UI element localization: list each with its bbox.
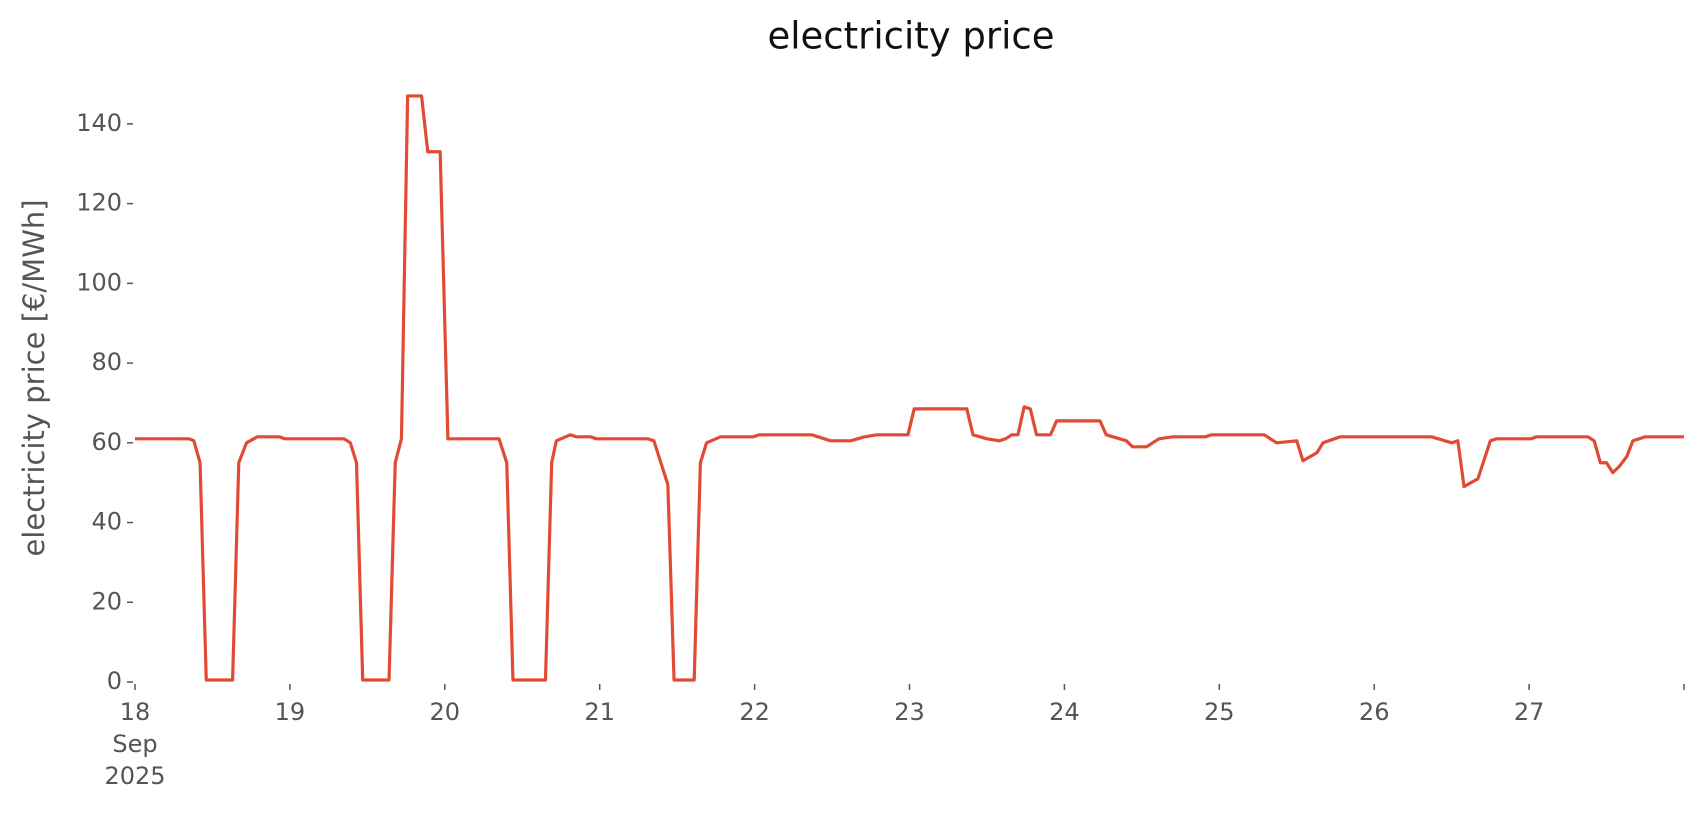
x-tick-label: 21 — [584, 698, 615, 726]
price-line — [135, 94, 1684, 682]
x-tick-label: 19 — [275, 698, 306, 726]
x-tick-label: 18 — [120, 698, 151, 726]
x-tick-label: 20 — [430, 698, 461, 726]
x-tick-label: 22 — [739, 698, 770, 726]
y-tick-label: 40 — [91, 508, 122, 536]
x-tick-label: 25 — [1204, 698, 1235, 726]
x-tick-label: 23 — [894, 698, 925, 726]
x-tick-sublabel: Sep — [112, 730, 157, 758]
y-tick-label: 140 — [76, 109, 122, 137]
x-tick-label: 24 — [1049, 698, 1080, 726]
x-tick-label: 27 — [1514, 698, 1545, 726]
y-tick-label: 100 — [76, 268, 122, 296]
y-tick-label: 80 — [91, 348, 122, 376]
y-tick-label: 20 — [91, 587, 122, 615]
chart-title: electricity price — [767, 15, 1054, 58]
y-tick-label: 120 — [76, 189, 122, 217]
y-tick-label: 0 — [107, 667, 122, 695]
x-tick-sublabel: 2025 — [104, 762, 165, 790]
y-axis-label: electricity price [€/MWh] — [17, 199, 51, 556]
x-tick-label: 26 — [1359, 698, 1390, 726]
y-tick-label: 60 — [91, 428, 122, 456]
